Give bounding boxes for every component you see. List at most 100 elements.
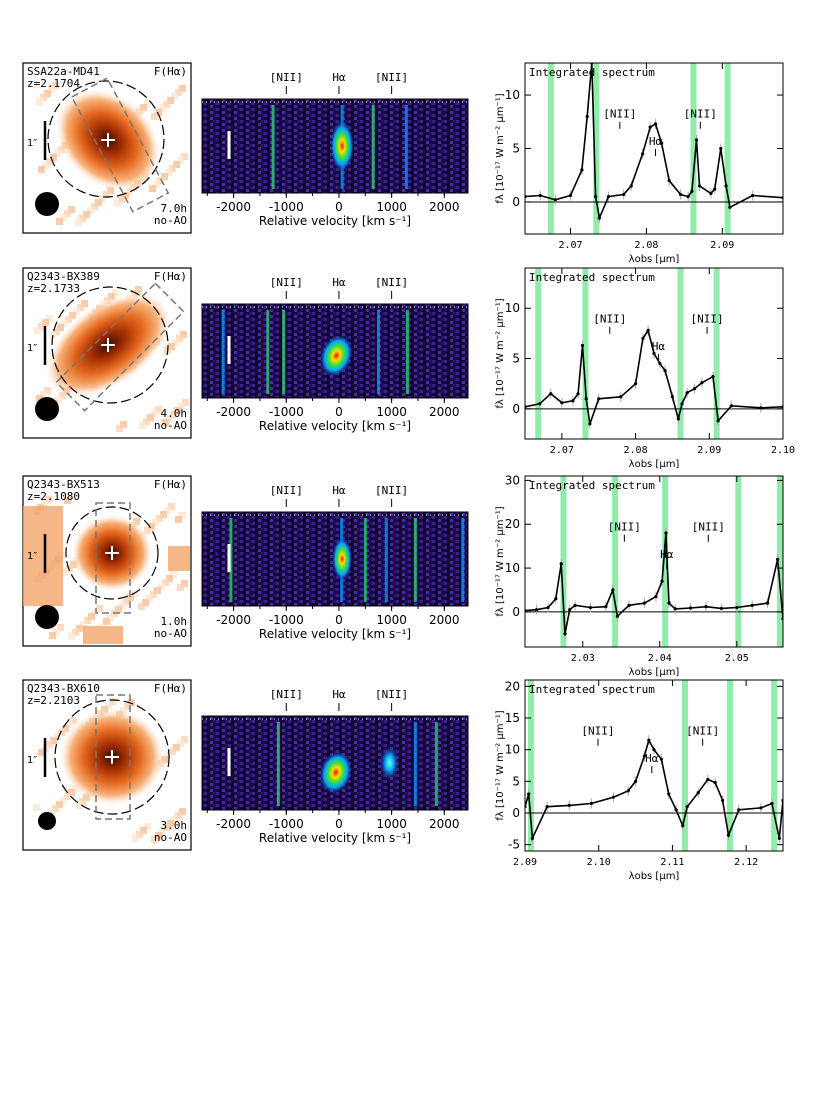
spectrum-line-label: [NII] bbox=[603, 108, 636, 121]
spectrum-point bbox=[534, 608, 539, 612]
spectrum-point bbox=[664, 531, 668, 535]
pv-tick-label: 0 bbox=[335, 405, 343, 419]
spectrum-point bbox=[678, 192, 683, 197]
pv-tick-label: 2000 bbox=[429, 817, 460, 831]
pv-line-label: Hα bbox=[332, 484, 346, 497]
galaxy-image: 1″ bbox=[23, 496, 190, 644]
galaxy-image: 1″ bbox=[27, 77, 188, 226]
pv-scale-label: 1″ bbox=[210, 755, 220, 766]
sky-line-band bbox=[726, 680, 733, 851]
ao-mode: no-AO bbox=[154, 627, 187, 640]
pv-tick-label: -2000 bbox=[216, 613, 251, 627]
slit-box bbox=[55, 282, 185, 412]
pv-xlabel: Relative velocity [km s⁻¹] bbox=[259, 214, 411, 228]
spectrum-point bbox=[719, 606, 723, 611]
sky-line-band bbox=[776, 476, 783, 647]
galaxy-image: 1″ bbox=[27, 694, 188, 843]
spectrum-point bbox=[726, 833, 731, 837]
spectrum-point bbox=[546, 605, 550, 610]
spectrum-title: Integrated spectrum bbox=[529, 66, 655, 79]
spectrum-title: Integrated spectrum bbox=[529, 271, 655, 284]
spectrum-xlabel: λobs [μm] bbox=[629, 667, 680, 678]
pv-tick-label: -1000 bbox=[269, 613, 304, 627]
exposure-time: 7.0h bbox=[161, 202, 188, 215]
spectrum-ytick-label: 0 bbox=[512, 605, 520, 619]
spectrum-point bbox=[713, 781, 717, 785]
pv-streak bbox=[413, 722, 417, 806]
pv-line-label: Hα bbox=[332, 688, 346, 701]
spectrum-ytick-label: 20 bbox=[505, 679, 520, 693]
spectrum-point bbox=[690, 189, 694, 193]
spectrum-panel: Integrated spectrum [NII] Hα [NII] 0 5 10 2.07 2… bbox=[495, 267, 795, 470]
pv-tick-label: 2000 bbox=[429, 613, 460, 627]
sky-line-band bbox=[724, 63, 731, 234]
spectrum-point bbox=[659, 757, 663, 761]
spectrum-plot-area bbox=[525, 268, 783, 439]
scale-label: 1″ bbox=[27, 551, 37, 562]
object-name: Q2343-BX389 bbox=[27, 270, 100, 283]
spectrum-point bbox=[576, 392, 580, 396]
spectrum-xlabel: λobs [μm] bbox=[629, 459, 680, 470]
scale-label: 1″ bbox=[27, 138, 37, 149]
spectrum-point bbox=[560, 401, 564, 405]
spectrum-xtick-label: 2.09 bbox=[710, 240, 734, 251]
pv-streak bbox=[221, 310, 225, 394]
spectrum-point bbox=[776, 557, 780, 561]
spectrum-point bbox=[716, 419, 720, 423]
spectrum-point bbox=[667, 601, 671, 605]
spectrum-point bbox=[580, 343, 585, 348]
spectrum-point bbox=[653, 122, 658, 126]
spectrum-plot-area bbox=[525, 680, 783, 851]
aperture-circle bbox=[65, 506, 159, 600]
spectrum-point bbox=[685, 391, 689, 395]
object-redshift: z=2.1733 bbox=[27, 282, 80, 295]
spectrum-title: Integrated spectrum bbox=[529, 683, 655, 696]
spectrum-point bbox=[659, 141, 664, 145]
pv-line-label: [NII] bbox=[270, 71, 303, 84]
spectrum-point bbox=[673, 607, 677, 611]
spectrum-frame bbox=[524, 679, 784, 852]
spectrum-ylabel: fλ [10⁻¹⁷ W m⁻² μm⁻¹] bbox=[495, 710, 506, 820]
spectrum-ytick-label: 10 bbox=[505, 743, 520, 757]
spectrum-point bbox=[777, 836, 781, 840]
spectrum-ylabel: fλ [10⁻¹⁷ W m⁻² μm⁻¹] bbox=[495, 93, 506, 203]
spectrum-xtick-label: 2.10 bbox=[771, 445, 795, 456]
spectrum-point bbox=[704, 605, 708, 609]
spectrum-plot-area bbox=[525, 476, 783, 647]
spectrum-line-label: Hα bbox=[649, 135, 663, 148]
pv-streak bbox=[371, 105, 375, 189]
pv-xlabel: Relative velocity [km s⁻¹] bbox=[259, 831, 411, 845]
beam-psf bbox=[35, 192, 59, 216]
sky-line-band bbox=[547, 63, 554, 234]
spectrum-point bbox=[568, 193, 573, 198]
spectrum-frame bbox=[524, 267, 784, 440]
pv-tick-label: -2000 bbox=[216, 817, 251, 831]
spectrum-point bbox=[538, 402, 542, 406]
spectrum-point bbox=[709, 191, 713, 195]
spectrum-point bbox=[563, 632, 567, 636]
spectrum-point bbox=[642, 601, 646, 605]
spectrum-point bbox=[686, 194, 690, 199]
map-quantity: F(Hα) bbox=[154, 478, 187, 491]
sky-line-band bbox=[662, 476, 669, 647]
spectrum-point bbox=[735, 605, 739, 610]
pv-streak bbox=[363, 518, 367, 602]
spectrum-ylabel: fλ [10⁻¹⁷ W m⁻² μm⁻¹] bbox=[495, 298, 506, 408]
spectrum-point bbox=[641, 336, 645, 341]
galaxy-image: 1″ bbox=[27, 282, 189, 432]
object-name: Q2343-BX610 bbox=[27, 682, 100, 695]
spectrum-point bbox=[633, 779, 638, 783]
spectrum-point bbox=[588, 422, 592, 426]
spectrum-point bbox=[545, 805, 549, 809]
aperture-circle bbox=[47, 80, 165, 198]
sky-line-band bbox=[535, 268, 542, 439]
sky-line-band bbox=[681, 680, 688, 851]
spectrum-point bbox=[573, 603, 577, 607]
spectrum-frame bbox=[524, 62, 784, 235]
spectrum-point bbox=[706, 777, 710, 782]
spectrum-point bbox=[711, 375, 715, 379]
spectrum-point bbox=[759, 406, 763, 410]
